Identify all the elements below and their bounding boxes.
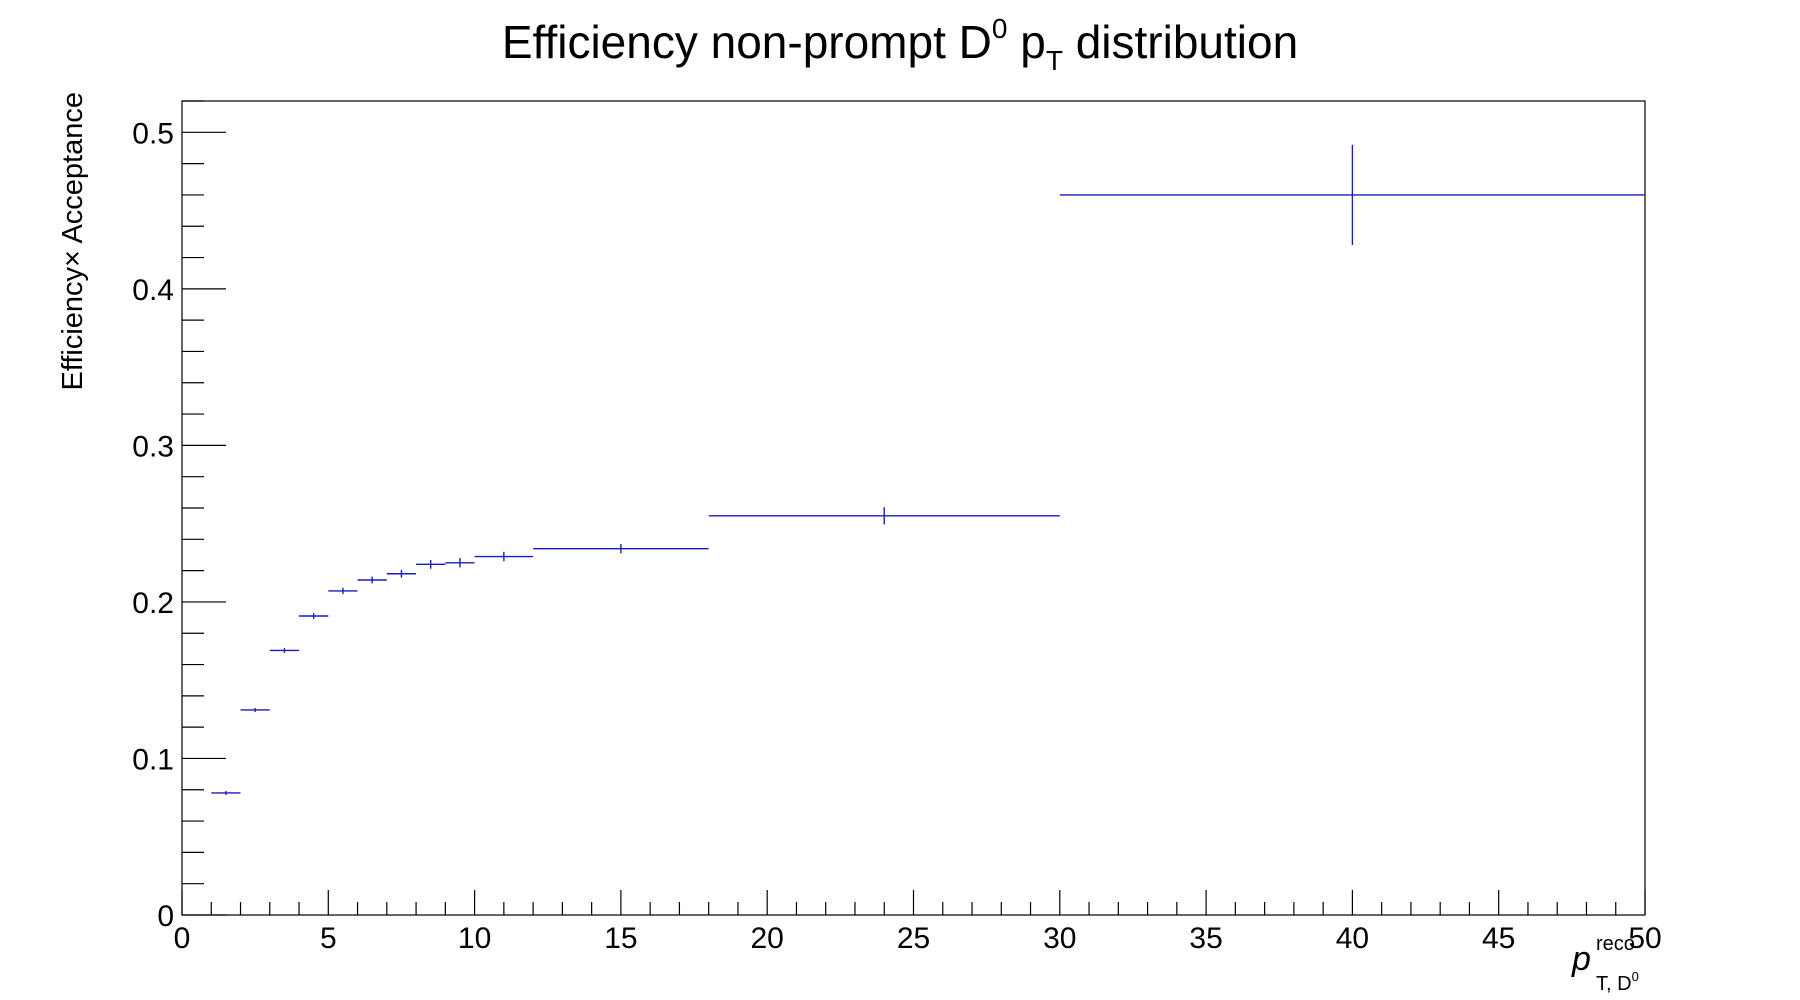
- x-axis-label-sub: T, D0: [1596, 969, 1639, 995]
- y-tick-label: 0.4: [132, 274, 174, 307]
- y-tick-label: 0.3: [132, 430, 174, 463]
- x-tick-label: 15: [604, 922, 637, 955]
- y-axis-tick-labels: 0 0.1 0.2 0.3 0.4 0.5: [132, 117, 174, 933]
- data-series: [211, 144, 1645, 795]
- x-tick-label: 5: [320, 922, 337, 955]
- x-axis-label-base: p: [1571, 940, 1591, 978]
- x-axis-label: p: [1571, 940, 1591, 978]
- data-point: [474, 551, 534, 562]
- x-tick-label: 35: [1189, 922, 1222, 955]
- x-tick-label: 20: [751, 922, 784, 955]
- data-point: [269, 648, 300, 653]
- x-axis-tick-labels: 0 5 10 15 20 25 30 35 40 45 50: [174, 922, 1662, 955]
- y-tick-label: 0.2: [132, 587, 174, 620]
- chart-title-mid-sub: T: [1046, 45, 1063, 76]
- x-axis-label-sub-sup: 0: [1632, 969, 1639, 984]
- data-point: [386, 569, 417, 578]
- y-axis-ticks: [182, 100, 226, 916]
- data-point: [299, 613, 329, 619]
- x-tick-label: 25: [897, 922, 930, 955]
- chart-title-main: Efficiency non-prompt D: [502, 16, 992, 68]
- x-tick-label: 50: [1628, 922, 1661, 955]
- data-point: [1059, 144, 1645, 246]
- chart-title: Efficiency non-prompt D0 pT distribution: [502, 13, 1298, 76]
- data-point: [328, 587, 358, 595]
- y-tick-label: 0.1: [132, 743, 174, 776]
- data-point: [708, 507, 1060, 525]
- chart-title-mid: p: [1007, 16, 1045, 68]
- x-axis-ticks: [181, 890, 1646, 915]
- x-axis-label-sup: reco: [1596, 933, 1635, 955]
- x-tick-label: 40: [1336, 922, 1369, 955]
- x-tick-label: 30: [1043, 922, 1076, 955]
- x-tick-label: 10: [458, 922, 491, 955]
- data-point: [357, 576, 387, 584]
- x-tick-label: 45: [1482, 922, 1515, 955]
- data-point: [445, 558, 475, 568]
- y-tick-label: 0: [157, 900, 174, 933]
- y-axis-label: Efficiency× Acceptance: [57, 92, 89, 391]
- data-point: [533, 544, 709, 554]
- y-tick-label: 0.5: [132, 117, 174, 150]
- data-point: [240, 707, 270, 712]
- x-tick-label: 0: [174, 922, 191, 955]
- x-axis-label-sub-text: T, D: [1596, 973, 1632, 995]
- chart-title-main-sup: 0: [992, 13, 1008, 44]
- data-point: [211, 790, 241, 795]
- chart-title-tail: distribution: [1063, 16, 1298, 68]
- data-point: [416, 559, 446, 569]
